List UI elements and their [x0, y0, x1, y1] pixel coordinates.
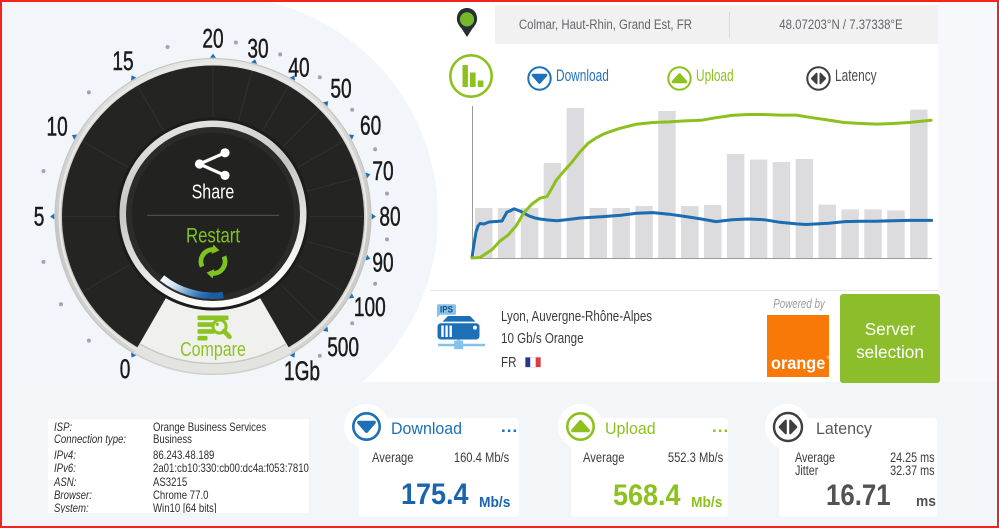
svg-text:30: 30 — [247, 33, 268, 63]
svg-text:80: 80 — [379, 202, 400, 232]
svg-text:100: 100 — [354, 292, 386, 322]
svg-text:60: 60 — [360, 111, 381, 141]
svg-text:IPS: IPS — [440, 304, 453, 315]
svg-text:0: 0 — [120, 354, 131, 384]
svg-text:10: 10 — [46, 112, 67, 142]
svg-text:5: 5 — [34, 202, 45, 232]
svg-text:500: 500 — [327, 332, 359, 362]
svg-text:90: 90 — [372, 247, 393, 277]
svg-text:Restart: Restart — [186, 225, 241, 248]
svg-text:Share: Share — [192, 181, 235, 203]
svg-text:20: 20 — [202, 24, 223, 54]
svg-text:Compare: Compare — [180, 338, 246, 360]
svg-text:70: 70 — [372, 156, 393, 186]
svg-text:50: 50 — [330, 74, 351, 104]
svg-text:1Gb: 1Gb — [284, 356, 320, 386]
svg-text:40: 40 — [288, 53, 309, 83]
svg-text:15: 15 — [112, 46, 133, 76]
